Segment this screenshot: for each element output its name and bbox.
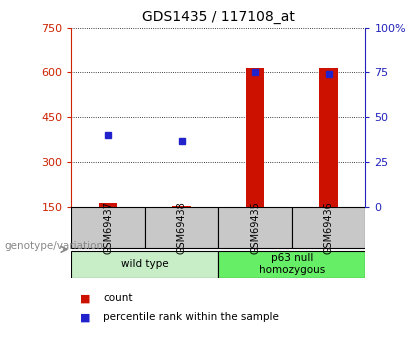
Bar: [218, 251, 365, 278]
Text: genotype/variation: genotype/variation: [4, 241, 103, 251]
Text: GSM69437: GSM69437: [103, 201, 113, 254]
Bar: [218, 207, 292, 248]
Bar: [292, 207, 365, 248]
Bar: [246, 68, 264, 207]
Text: wild type: wild type: [121, 259, 169, 269]
Text: GSM69438: GSM69438: [177, 201, 186, 254]
Text: ■: ■: [80, 313, 90, 322]
Text: ■: ■: [80, 294, 90, 303]
Title: GDS1435 / 117108_at: GDS1435 / 117108_at: [142, 10, 295, 24]
Bar: [71, 251, 218, 278]
Text: count: count: [103, 294, 132, 303]
Bar: [145, 207, 218, 248]
Text: percentile rank within the sample: percentile rank within the sample: [103, 313, 279, 322]
Bar: [99, 203, 117, 207]
Bar: [320, 68, 338, 207]
Text: GSM69435: GSM69435: [250, 201, 260, 254]
Bar: [71, 207, 145, 248]
Text: GSM69436: GSM69436: [324, 201, 333, 254]
Text: p63 null
homozygous: p63 null homozygous: [259, 254, 325, 275]
Bar: [173, 206, 191, 207]
